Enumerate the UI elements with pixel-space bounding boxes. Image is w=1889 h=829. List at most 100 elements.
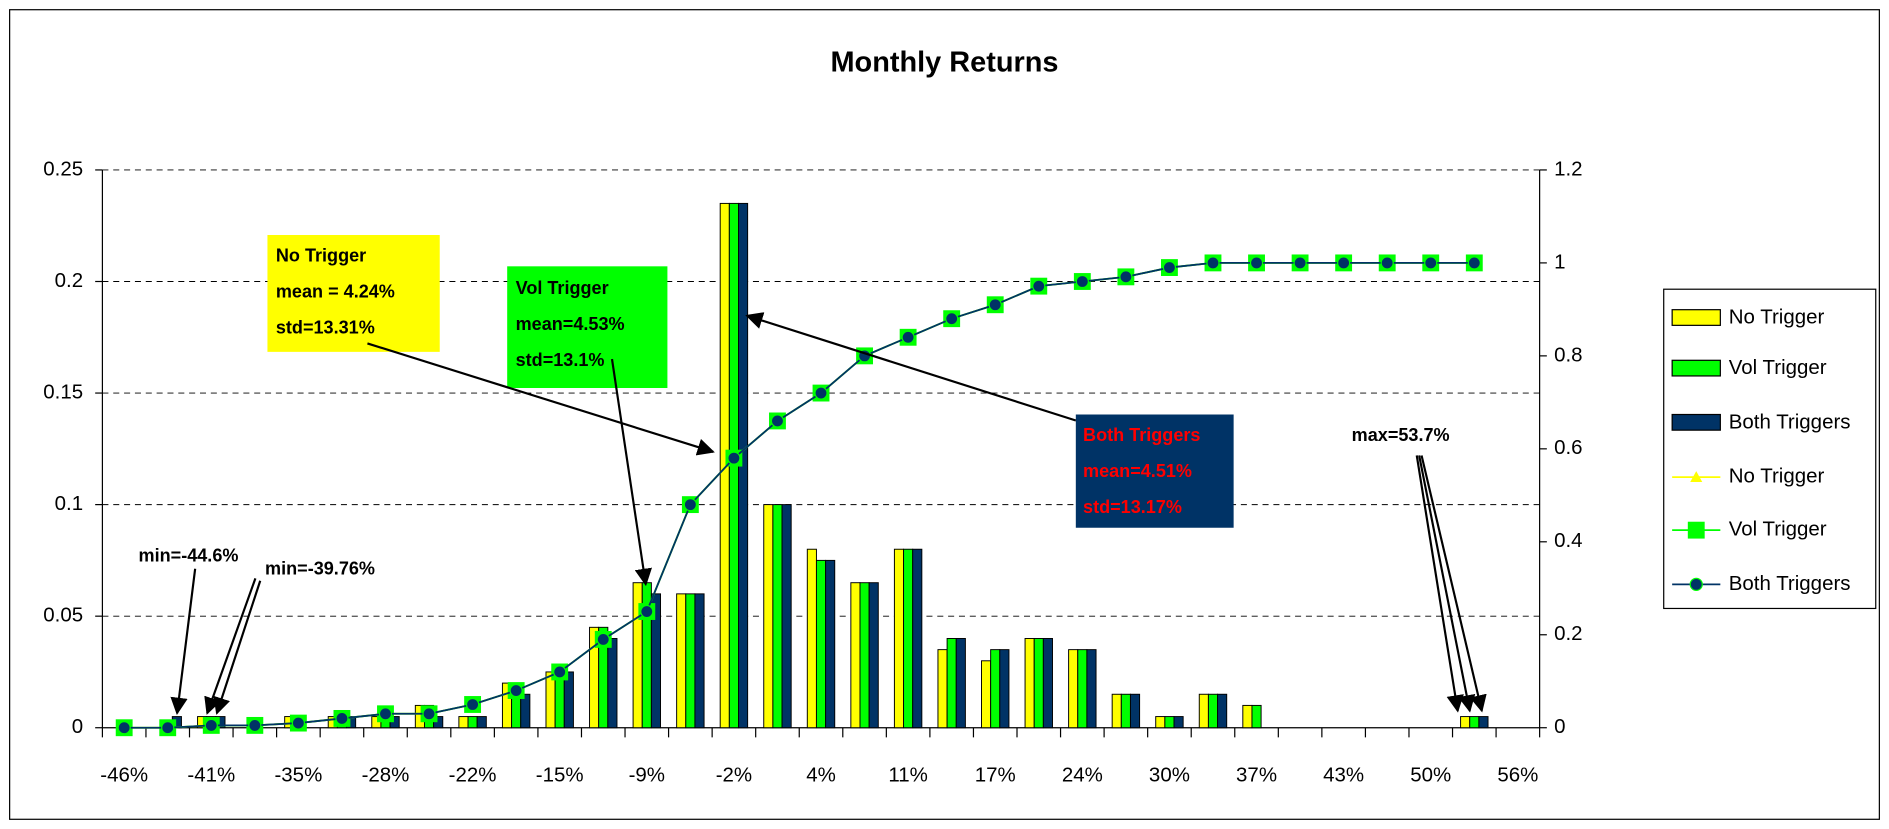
bar (937, 649, 948, 729)
bar (1033, 637, 1044, 729)
annotation-box (507, 266, 668, 388)
point (1162, 260, 1177, 275)
annotation-text: std=13.31% (276, 318, 375, 338)
legend-marker (1689, 577, 1703, 591)
bar (990, 649, 1001, 729)
point (1032, 279, 1046, 293)
x-tick-label: 30% (1149, 763, 1190, 786)
annotation-text: min=-44.6% (139, 545, 239, 565)
point (553, 665, 567, 679)
bar (1478, 716, 1489, 729)
bar (694, 593, 705, 729)
annotation-text: No Trigger (276, 245, 366, 265)
annotation-text: Vol Trigger (516, 278, 609, 298)
legend-box (1663, 288, 1877, 610)
bar (912, 548, 923, 729)
point (988, 298, 1002, 312)
annotation-box (1075, 414, 1234, 528)
legend-label: Both Triggers (1729, 572, 1851, 595)
bar (563, 671, 574, 729)
point (465, 697, 480, 712)
bar (1217, 693, 1228, 729)
x-tick-label: 11% (888, 763, 927, 786)
point (1206, 256, 1220, 270)
point (945, 312, 959, 326)
bar (893, 548, 905, 729)
bar (1111, 693, 1122, 729)
bar (1173, 716, 1184, 729)
point (1337, 256, 1351, 270)
bar (1198, 693, 1209, 729)
legend-label: Both Triggers (1729, 410, 1851, 433)
bar (1207, 693, 1219, 729)
point (683, 497, 697, 512)
x-tick-label: -28% (362, 763, 410, 786)
y2-tick-label: 0.4 (1554, 529, 1582, 552)
x-tick-label: -22% (449, 763, 497, 786)
legend-label: Vol Trigger (1729, 356, 1827, 379)
point (248, 718, 262, 733)
line (124, 262, 1475, 729)
annotation-arrow (610, 358, 652, 587)
x-tick-label: 56% (1497, 763, 1538, 786)
point (378, 707, 393, 721)
point (1075, 274, 1089, 289)
y2-tick-label: 0.6 (1554, 436, 1582, 459)
point (1467, 256, 1481, 270)
annotation-text: mean=4.51% (1083, 461, 1192, 481)
bar (999, 649, 1010, 729)
annotation-arrow (1420, 455, 1487, 713)
bar (467, 716, 478, 729)
bar (763, 504, 774, 729)
bar (1460, 716, 1471, 729)
annotation-box (267, 234, 440, 352)
bar (520, 693, 531, 729)
x-tick-label: 37% (1236, 763, 1277, 786)
annotation-arrow (1415, 455, 1464, 713)
bar (1155, 716, 1166, 729)
annotation-text: std=13.1% (516, 350, 605, 370)
bar (781, 504, 792, 729)
bar (458, 716, 469, 729)
legend-swatch (1671, 413, 1721, 431)
legend-label: Vol Trigger (1729, 518, 1827, 541)
legend-marker (1687, 521, 1705, 539)
y2-tick-label: 1.2 (1554, 157, 1582, 180)
bar (772, 504, 783, 729)
y-tick-label: 0.25 (43, 157, 83, 180)
bar (1068, 649, 1079, 729)
annotation-arrow (213, 580, 262, 715)
bar (1242, 704, 1253, 729)
bar (1164, 716, 1175, 729)
y-tick-label: 0 (72, 715, 83, 738)
point (204, 718, 218, 733)
point (117, 721, 131, 735)
annotation-arrow (204, 577, 257, 715)
point (422, 707, 436, 721)
y2-tick-label: 0 (1554, 715, 1565, 738)
bar (850, 582, 861, 729)
point (1249, 256, 1264, 270)
bar (1086, 649, 1097, 729)
x-tick-label: 17% (975, 763, 1016, 786)
point (901, 330, 915, 344)
point (640, 604, 654, 619)
bar (946, 637, 957, 729)
chart-title: Monthly Returns (830, 47, 1058, 79)
x-tick-label: -2% (716, 763, 752, 786)
bar (476, 716, 487, 729)
point (161, 721, 175, 735)
point (509, 683, 523, 698)
y-tick-label: 0.2 (55, 269, 83, 292)
legend-swatch (1671, 359, 1721, 377)
y-tick-label: 0.1 (55, 492, 83, 515)
annotation-text: mean=4.53% (516, 314, 625, 334)
y2-tick-label: 0.2 (1554, 622, 1582, 645)
bar (1120, 693, 1131, 729)
annotation-text: mean = 4.24% (276, 282, 395, 302)
point (1424, 256, 1438, 270)
annotation-arrow (170, 568, 197, 715)
y-tick-label: 0.15 (43, 380, 83, 403)
bar (685, 593, 696, 729)
